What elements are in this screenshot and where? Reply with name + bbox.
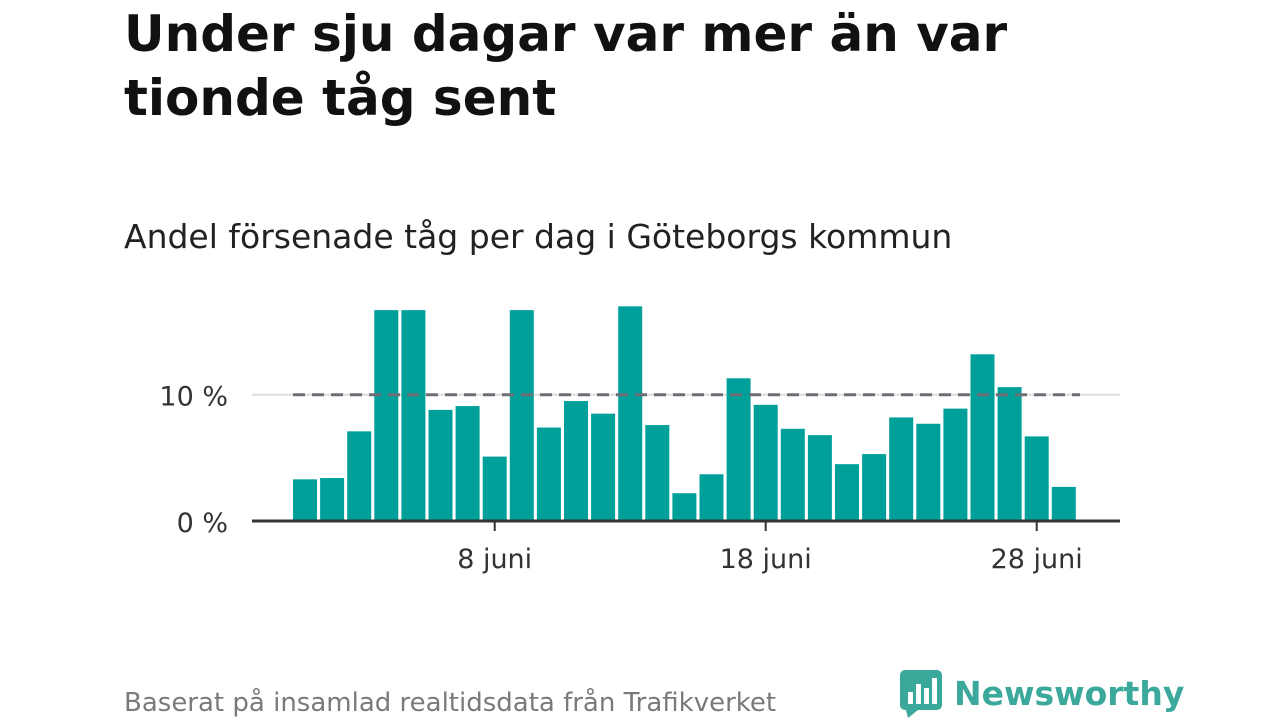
bar	[1051, 486, 1076, 521]
bar	[293, 479, 317, 521]
bar	[862, 454, 887, 521]
bar	[889, 417, 914, 521]
bar	[943, 408, 968, 521]
y-tick-label: 0 %	[177, 508, 228, 539]
bar	[564, 401, 588, 521]
x-tick-label: 18 juni	[720, 544, 812, 575]
bar	[347, 431, 372, 521]
chart-title: Under sju dagar var mer än var tionde tå…	[124, 5, 1008, 127]
source-note: Baserat på insamlad realtidsdata från Tr…	[124, 688, 777, 718]
y-tick-label: 10 %	[159, 382, 228, 413]
newsworthy-logo-text: Newsworthy	[954, 674, 1185, 713]
bar	[997, 387, 1022, 521]
chart-subtitle: Andel försenade tåg per dag i Göteborgs …	[124, 217, 953, 256]
bar	[645, 425, 670, 521]
bar	[455, 406, 480, 521]
bar	[374, 310, 399, 521]
bar	[672, 493, 697, 521]
bar	[699, 474, 724, 521]
bar	[753, 404, 778, 521]
x-tick-label: 28 juni	[991, 544, 1083, 575]
axes: 0 % 10 % 8 juni 18 juni 28 juni	[159, 382, 1120, 575]
bar	[428, 409, 453, 521]
newsworthy-logo[interactable]: Newsworthy	[900, 670, 1184, 718]
x-tick-label: 8 juni	[457, 544, 532, 575]
bar	[320, 478, 345, 521]
bar	[1024, 436, 1049, 521]
bar	[807, 435, 832, 521]
bar	[482, 456, 507, 521]
bar	[618, 306, 643, 521]
newsworthy-logo-icon	[900, 670, 942, 718]
bar	[780, 428, 805, 521]
bar	[591, 413, 616, 521]
bar	[401, 310, 426, 521]
bar	[970, 354, 995, 521]
bar	[726, 378, 751, 521]
bars	[293, 306, 1076, 521]
bar	[835, 464, 859, 521]
bar	[916, 423, 941, 521]
bar	[509, 310, 534, 521]
bar	[536, 427, 561, 521]
